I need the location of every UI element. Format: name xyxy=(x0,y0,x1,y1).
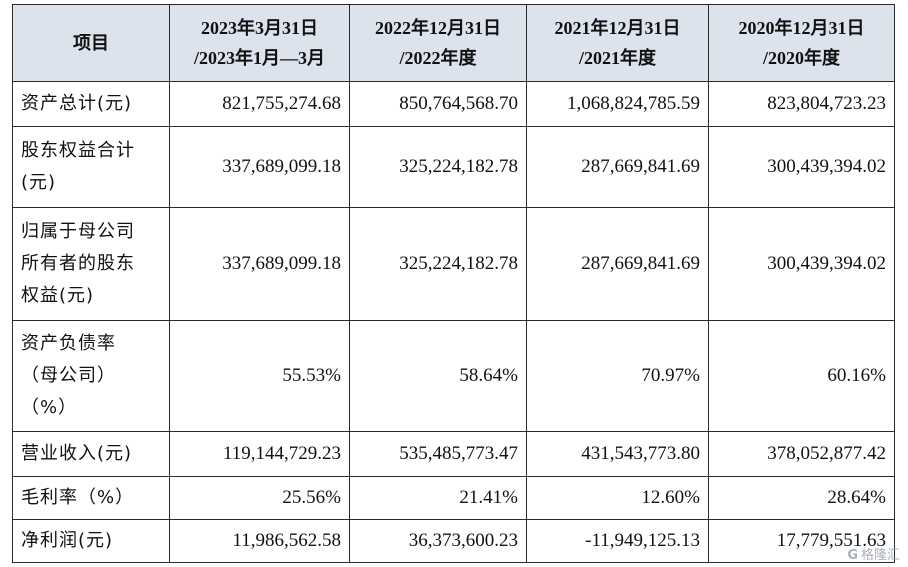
header-2022: 2022年12月31日 /2022年度 xyxy=(349,4,527,82)
row-label: 资产总计(元) xyxy=(12,81,170,127)
table-cell: 300,439,394.02 xyxy=(708,126,895,208)
table-row: 营业收入(元) 119,144,729.23 535,485,773.47 43… xyxy=(12,431,895,477)
table-cell: 17,779,551.63 xyxy=(708,519,895,563)
table-cell: 36,373,600.23 xyxy=(349,519,527,563)
row-label: 归属于母公司 所有者的股东 权益(元) xyxy=(12,207,170,321)
header-2023q1: 2023年3月31日 /2023年1月—3月 xyxy=(169,4,350,82)
watermark: G 格隆汇 xyxy=(847,544,900,563)
watermark-text: 格隆汇 xyxy=(860,548,900,563)
table-cell: 431,543,773.80 xyxy=(526,431,709,477)
table-cell: 70.97% xyxy=(526,320,709,432)
header-row: 项目 2023年3月31日 /2023年1月—3月 2022年12月31日 /2… xyxy=(12,4,895,82)
header-2021: 2021年12月31日 /2021年度 xyxy=(526,4,709,82)
table-row: 资产总计(元) 821,755,274.68 850,764,568.70 1,… xyxy=(12,81,895,127)
table-cell: 337,689,099.18 xyxy=(169,207,350,321)
table-row: 毛利率（%） 25.56% 21.41% 12.60% 28.64% xyxy=(12,476,895,520)
table-cell: 25.56% xyxy=(169,476,350,520)
table-cell: 325,224,182.78 xyxy=(349,126,527,208)
table-cell: 378,052,877.42 xyxy=(708,431,895,477)
header-item: 项目 xyxy=(12,4,170,82)
table-cell: 21.41% xyxy=(349,476,527,520)
row-label: 股东权益合计 (元) xyxy=(12,126,170,208)
row-label: 营业收入(元) xyxy=(12,431,170,477)
table-row: 归属于母公司 所有者的股东 权益(元) 337,689,099.18 325,2… xyxy=(12,207,895,321)
table-cell: 28.64% xyxy=(708,476,895,520)
table-row: 净利润(元) 11,986,562.58 36,373,600.23 -11,9… xyxy=(12,519,895,563)
table-cell: 287,669,841.69 xyxy=(526,126,709,208)
watermark-logo-icon: G xyxy=(847,548,858,563)
table-cell: 823,804,723.23 xyxy=(708,81,895,127)
table-cell: 535,485,773.47 xyxy=(349,431,527,477)
table-cell: -11,949,125.13 xyxy=(526,519,709,563)
table-cell: 325,224,182.78 xyxy=(349,207,527,321)
financial-summary-table: 项目 2023年3月31日 /2023年1月—3月 2022年12月31日 /2… xyxy=(12,4,895,563)
table-cell: 287,669,841.69 xyxy=(526,207,709,321)
financial-table-container: 项目 2023年3月31日 /2023年1月—3月 2022年12月31日 /2… xyxy=(12,4,895,563)
table-cell: 12.60% xyxy=(526,476,709,520)
table-cell: 1,068,824,785.59 xyxy=(526,81,709,127)
header-2020: 2020年12月31日 /2020年度 xyxy=(708,4,895,82)
table-row: 资产负债率 （母公司） （%） 55.53% 58.64% 70.97% 60.… xyxy=(12,320,895,432)
table-cell: 821,755,274.68 xyxy=(169,81,350,127)
table-cell: 55.53% xyxy=(169,320,350,432)
table-cell: 850,764,568.70 xyxy=(349,81,527,127)
table-cell: 337,689,099.18 xyxy=(169,126,350,208)
table-cell: 11,986,562.58 xyxy=(169,519,350,563)
table-cell: 119,144,729.23 xyxy=(169,431,350,477)
row-label: 毛利率（%） xyxy=(12,476,170,520)
row-label: 净利润(元) xyxy=(12,519,170,563)
table-cell: 58.64% xyxy=(349,320,527,432)
row-label: 资产负债率 （母公司） （%） xyxy=(12,320,170,432)
table-cell: 300,439,394.02 xyxy=(708,207,895,321)
table-row: 股东权益合计 (元) 337,689,099.18 325,224,182.78… xyxy=(12,126,895,208)
table-cell: 60.16% xyxy=(708,320,895,432)
